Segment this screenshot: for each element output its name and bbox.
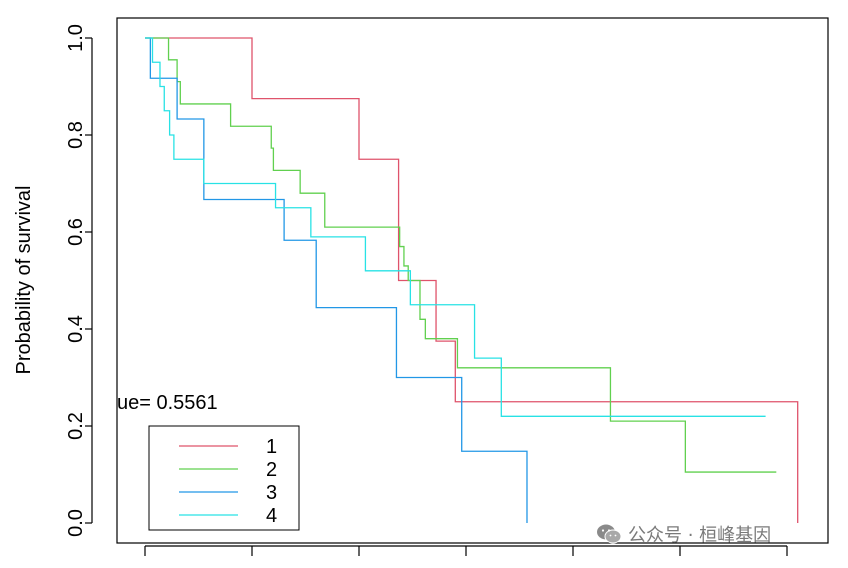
watermark: 公众号 · 桓峰基因: [596, 520, 771, 548]
x-axis: [144, 545, 788, 556]
survival-curve-4: [145, 37, 766, 417]
legend-label-1: 1: [266, 436, 277, 458]
legend-box: [148, 425, 300, 531]
legend-label-3: 3: [266, 482, 277, 504]
survival-curve-3: [145, 37, 528, 523]
y-tick-label: 0.2: [65, 412, 87, 440]
survival-curves: [145, 37, 799, 523]
y-tick-label: 0.4: [65, 315, 87, 343]
legend-label-2: 2: [266, 459, 277, 481]
y-axis: 0.0 0.2 0.4 0.6 0.8 1.0: [65, 24, 93, 537]
p-value-annotation: ue= 0.5561: [117, 392, 218, 414]
wechat-icon: [597, 524, 622, 544]
plot-frame: [116, 17, 829, 544]
survival-curve-1: [145, 37, 799, 523]
y-tick-label: 0.0: [65, 509, 87, 537]
y-tick-label: 0.6: [65, 218, 87, 246]
legend-label-4: 4: [266, 505, 277, 527]
y-axis-title: Probability of survival: [13, 186, 35, 375]
watermark-text: 公众号 · 桓峰基因: [628, 525, 772, 546]
y-tick-label: 1.0: [65, 24, 87, 52]
survival-curve-2: [145, 37, 777, 473]
y-tick-label: 0.8: [65, 121, 87, 149]
